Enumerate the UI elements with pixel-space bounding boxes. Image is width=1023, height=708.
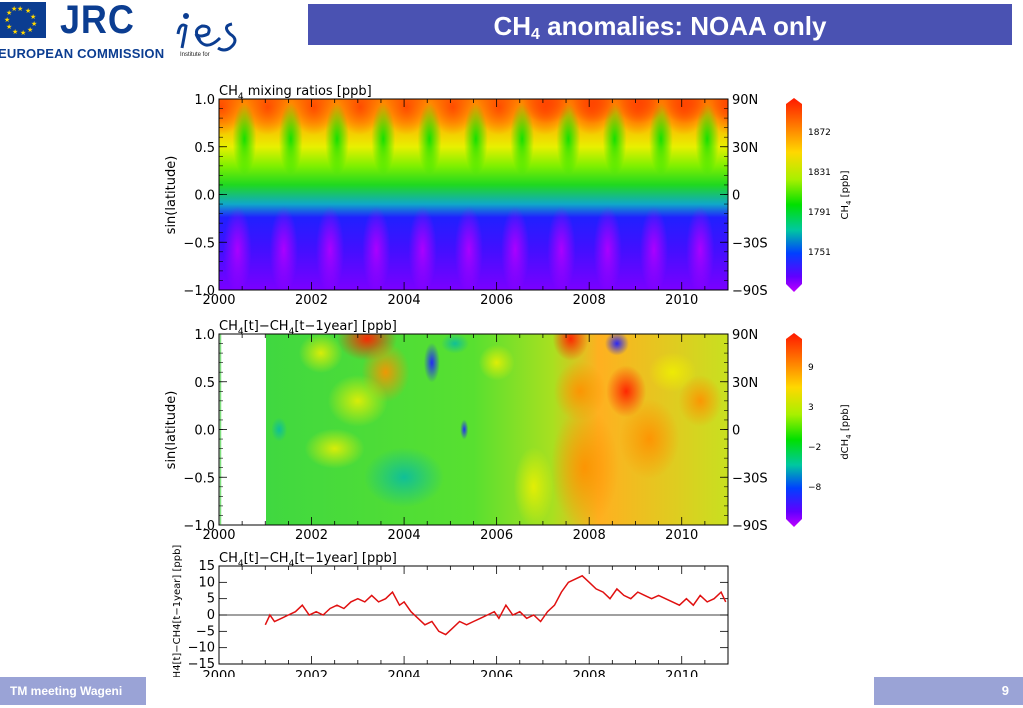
panel2-ytick-label: 1.0 <box>194 328 215 343</box>
panel2-colorbar-tick: 3 <box>808 403 814 413</box>
growth-anomaly-heatmap-panel: CH4[t]−CH4[t−1year] [ppb] 2000 2002 2004 20… <box>164 319 853 543</box>
panel2-right-tick-label: −90S <box>732 519 768 534</box>
panel1-ylabel: sin(latitude) <box>164 156 179 235</box>
panel2-colorbar-tick: −8 <box>808 483 822 493</box>
panel2-ytick-label: −0.5 <box>183 471 215 486</box>
panel2-ytick-label: 0.0 <box>194 424 215 439</box>
panel1-xtick-label: 2000 <box>202 293 235 308</box>
eu-flag-icon: ★ ★ ★ ★ ★ ★ ★ ★ ★ ★ ★ <box>0 2 46 38</box>
panel2-right-tick-label: 0 <box>732 424 740 439</box>
panel1-xtick-label: 2004 <box>388 293 421 308</box>
panel2-xtick-label: 2002 <box>295 528 328 543</box>
panel1-xtick-label: 2010 <box>665 293 698 308</box>
growth-series-line <box>264 574 727 636</box>
panel1-colorbar-label: CH4 [ppb] <box>840 170 853 219</box>
page-title: CH4 anomalies: NOAA only <box>493 11 827 43</box>
panel1-right-tick-label: −30S <box>732 236 768 251</box>
panel2-colorbar: 9 3 −2 −8 dCH4 [ppb] <box>786 333 853 527</box>
panel3-ytick-label: −10 <box>188 641 215 656</box>
panel2-colorbar-tick: 9 <box>808 363 814 373</box>
panel1-right-tick-label: 0 <box>732 189 740 204</box>
panel2-ytick-label: 0.5 <box>194 376 215 391</box>
panel1-xtick-label: 2008 <box>573 293 606 308</box>
panel2-colorbar-label: dCH4 [ppb] <box>840 404 853 459</box>
panel1-xtick-label: 2006 <box>480 293 513 308</box>
panel3-title: CH4[t]−CH4[t−1year] [ppb] <box>219 551 397 569</box>
title-banner: CH4 anomalies: NOAA only <box>308 4 1012 45</box>
header-logos: ★ ★ ★ ★ ★ ★ ★ ★ ★ ★ ★ JRC EUROPEAN COMMI… <box>0 0 300 72</box>
panel3-ytick-label: 0 <box>207 608 215 623</box>
panel3-ytick-label: −15 <box>188 657 215 672</box>
panel2-ytick-label: −1.0 <box>183 519 215 534</box>
panel2-right-tick-label: −30S <box>732 471 768 486</box>
panel1-ytick-label: 1.0 <box>194 93 215 108</box>
footer-meeting-text: TM meeting Wageni <box>10 684 123 698</box>
panel1-ytick-label: −0.5 <box>183 236 215 251</box>
panel2-xtick-label: 2004 <box>388 528 421 543</box>
panel3-ytick-label: 15 <box>198 559 215 574</box>
panel1-colorbar: 1872 1831 1791 1751 CH4 [ppb] <box>786 98 853 292</box>
mixing-ratio-heatmap-panel: CH4 mixing ratios [ppb] 2000 2002 2004 2006… <box>164 84 853 308</box>
panel2-xtick-label: 2010 <box>665 528 698 543</box>
panel1-colorbar-tick: 1791 <box>808 208 831 218</box>
panel1-title: CH4 mixing ratios [ppb] <box>219 84 372 102</box>
panel1-ytick-label: 0.5 <box>194 141 215 156</box>
panel1-colorbar-tick: 1831 <box>808 168 831 178</box>
page-number: 9 <box>1001 683 1009 698</box>
panel1-ytick-label: −1.0 <box>183 284 215 299</box>
growth-timeseries-panel: CH4[t]−CH4[t−1year] [ppb] 20002002200420… <box>172 545 729 686</box>
panel1-xtick-label: 2002 <box>295 293 328 308</box>
panel2-title: CH4[t]−CH4[t−1year] [ppb] <box>219 319 397 337</box>
panel1-right-tick-label: 30N <box>732 141 758 156</box>
panel2-field <box>266 334 728 525</box>
ies-logo-icon <box>176 13 237 52</box>
panel1-colorbar-tick: 1872 <box>808 128 831 138</box>
panel2-xtick-label: 2008 <box>573 528 606 543</box>
panel2-colorbar-tick: −2 <box>808 443 821 453</box>
panel1-right-tick-label: −90S <box>732 284 768 299</box>
org-subtitle: EUROPEAN COMMISSION <box>0 46 165 61</box>
panel1-field <box>219 99 728 290</box>
panel2-ylabel: sin(latitude) <box>164 391 179 470</box>
panel3-ylabel: CH4[t]−CH4[t−1year] [ppb] <box>172 545 183 686</box>
panel2-right-tick-label: 90N <box>732 328 758 343</box>
panel1-ytick-label: 0.0 <box>194 189 215 204</box>
jrc-logo: JRC <box>60 0 135 42</box>
panel3-ytick-label: 10 <box>198 575 215 590</box>
panel3-ytick-label: 5 <box>207 592 215 607</box>
footer-gap <box>146 677 874 705</box>
panel2-right-tick-label: 30N <box>732 376 758 391</box>
panel2-xtick-label: 2006 <box>480 528 513 543</box>
panel3-ytick-label: −5 <box>196 624 215 639</box>
panel2-xtick-label: 2000 <box>202 528 235 543</box>
panel1-colorbar-tick: 1751 <box>808 248 831 258</box>
institute-caption: Institute for <box>180 52 210 58</box>
panel1-right-tick-label: 90N <box>732 93 758 108</box>
